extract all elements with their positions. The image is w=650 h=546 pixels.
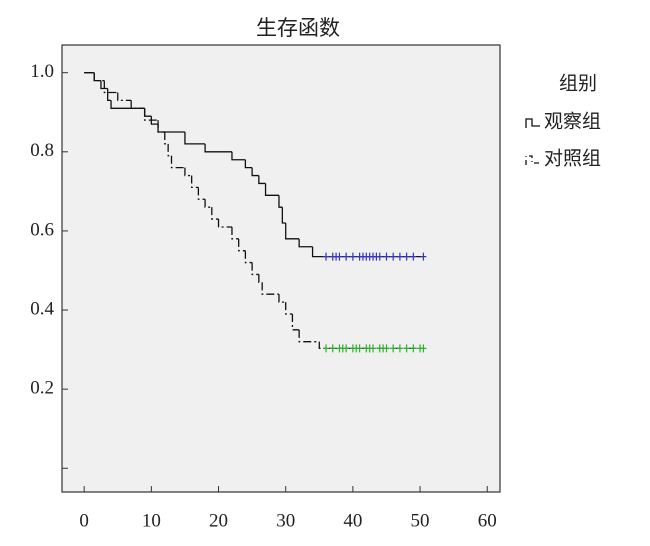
censored-mark [403,252,410,261]
survival-step [251,262,259,276]
x-tick-label: 50 [411,510,430,531]
censored-mark [390,252,397,261]
survival-step [103,80,118,94]
survival-step [191,175,199,189]
survival-step [285,302,293,315]
survival-step [204,199,212,208]
legend-label: 对照组 [544,147,601,169]
censored-mark [383,344,390,353]
survival-step [244,250,253,264]
survival-step [251,167,259,177]
survival-step [258,274,263,283]
survival-step [100,80,108,90]
x-tick-label: 30 [276,510,295,531]
survival-step [197,187,206,200]
censored-mark [410,344,417,353]
censored-mark [370,344,377,353]
y-tick-label: 0.6 [30,219,54,240]
x-tick-label: 20 [209,510,228,531]
survival-step [238,238,246,252]
survival-step [110,100,145,109]
survival-step [184,167,192,177]
survival-step [184,132,206,145]
survival-step [278,294,286,303]
survival-step [231,151,246,161]
censored-mark [396,344,403,353]
legend-label: 观察组 [544,110,601,132]
censored-mark [403,344,410,353]
censored-mark [383,252,390,261]
survival-step [130,100,145,109]
survival-step [211,207,219,220]
survival-step [93,72,105,82]
survival-step [204,143,232,153]
survival-step [281,207,286,224]
censored-mark [396,252,403,261]
plot-area [61,44,501,493]
y-tick-label: 1.0 [30,61,54,82]
x-tick-label: 0 [79,510,89,531]
censored-mark [420,252,427,261]
survival-step [107,88,112,102]
censored-mark [410,252,417,261]
censored-mark [349,252,356,261]
legend-icon [525,155,540,165]
survival-step [231,226,239,240]
survival-step [157,120,165,133]
censored-mark [356,344,363,353]
survival-step [164,132,169,145]
survival-step [143,108,159,121]
censored-mark [390,344,397,353]
survival-step [278,195,283,208]
legend-title: 组别 [559,72,597,94]
survival-step [298,329,320,343]
survival-step [217,219,232,228]
x-tick-label: 10 [142,510,161,531]
censored-mark [323,252,330,261]
censored-mark [420,344,427,353]
censored-mark [376,252,383,261]
y-tick-label: 0.8 [30,140,54,161]
survival-step [167,143,172,157]
survival-step [285,223,300,240]
survival-step [261,282,279,295]
y-tick-label: 0.4 [30,298,54,319]
survival-step [264,183,279,196]
censored-mark [343,344,350,353]
chart-title: 生存函数 [256,16,340,40]
legend-icon [525,118,540,128]
censored-mark [343,252,350,261]
survival-step [117,92,132,102]
y-tick-label: 0.2 [30,378,54,399]
x-tick-label: 60 [478,510,497,531]
survival-step [150,116,159,125]
x-tick-label: 40 [343,510,362,531]
censored-mark [336,252,343,261]
survival-step [291,313,300,331]
survival-step [258,175,266,185]
survival-step [244,159,253,169]
survival-step [298,238,313,248]
censored-mark [329,344,336,353]
censored-mark [323,344,330,353]
survival-step [170,155,185,169]
